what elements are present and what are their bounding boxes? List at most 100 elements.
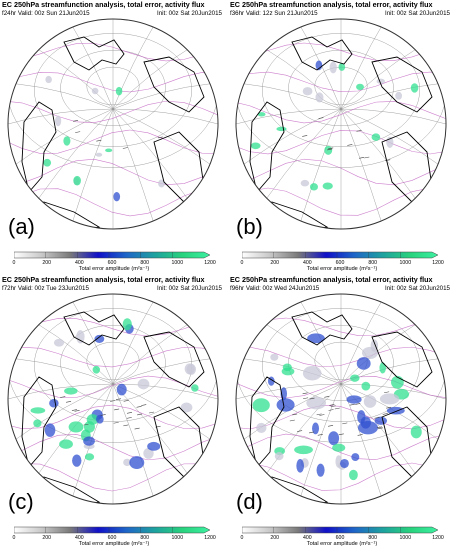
- flux-arrow: [316, 413, 322, 416]
- globe-layers: [236, 19, 446, 229]
- coastline: [291, 36, 353, 71]
- error-blob: [53, 338, 65, 347]
- flux-arrow: [71, 409, 77, 411]
- error-blob: [306, 396, 327, 410]
- error-blob: [379, 362, 386, 374]
- error-blob: [386, 406, 405, 415]
- error-blob: [63, 136, 71, 146]
- error-blob: [274, 452, 284, 461]
- error-blob: [316, 463, 325, 477]
- error-blob: [33, 419, 42, 428]
- streamfunction-contour: [8, 129, 218, 154]
- colorbar-tick: 400: [74, 535, 84, 541]
- coastline: [249, 376, 285, 468]
- error-blob: [43, 158, 52, 167]
- streamfunction-contour: [236, 405, 446, 430]
- flux-arrow: [123, 400, 129, 402]
- coastline: [63, 311, 125, 346]
- flux-arrow: [148, 411, 155, 414]
- flux-arrow: [60, 396, 66, 398]
- error-blob: [184, 363, 195, 375]
- error-blob: [95, 152, 103, 157]
- error-blob: [44, 423, 56, 437]
- globe-layers: [8, 19, 218, 229]
- coastline: [249, 101, 285, 193]
- error-blob: [309, 183, 318, 191]
- flux-arrow: [364, 156, 370, 159]
- flux-arrow: [100, 414, 106, 416]
- flux-arrow: [384, 391, 390, 394]
- flux-arrow: [317, 434, 323, 436]
- error-blob: [348, 469, 358, 481]
- coastline: [21, 376, 57, 468]
- colorbar-tick: 1200: [204, 535, 216, 541]
- error-blob: [307, 333, 325, 344]
- error-blob: [252, 398, 270, 413]
- streamfunction-contour: [236, 158, 446, 186]
- flux-arrow: [136, 406, 142, 408]
- streamfunction-contour: [236, 101, 446, 124]
- error-blob: [270, 353, 279, 361]
- longitude-line: [15, 83, 211, 165]
- globe-outline: [235, 293, 447, 505]
- colorbar-tick: 200: [270, 260, 279, 266]
- error-blob: [191, 384, 199, 392]
- error-blob: [410, 425, 422, 439]
- flux-arrow: [327, 148, 333, 151]
- colorbar-label: Total error amplitude (m²s⁻¹): [78, 541, 150, 547]
- flux-arrow: [113, 421, 119, 424]
- flux-arrow: [134, 427, 140, 430]
- error-blob: [410, 83, 419, 93]
- error-blob: [395, 91, 403, 100]
- flux-arrow: [374, 417, 380, 419]
- error-blob: [374, 416, 388, 425]
- flux-arrow: [141, 404, 147, 406]
- colorbar-gradient: [14, 526, 210, 534]
- error-blob: [68, 421, 84, 433]
- error-blob: [83, 421, 95, 433]
- error-blob: [30, 407, 46, 414]
- flux-arrow: [357, 434, 363, 436]
- error-blob: [391, 375, 404, 389]
- flux-arrow: [302, 392, 308, 395]
- colorbar-tick: 600: [107, 260, 117, 266]
- colorbar-tick: 800: [140, 535, 149, 541]
- coastline: [291, 311, 353, 346]
- error-blob: [370, 339, 379, 352]
- flux-arrow: [376, 426, 383, 429]
- error-blob: [59, 439, 73, 449]
- colorbar-tick: 1000: [399, 535, 412, 541]
- colorbar-tick: 0: [240, 260, 244, 266]
- colorbar-label: Total error amplitude (m²s⁻¹): [306, 266, 378, 272]
- panel-title: EC 250hPa streamfunction analysis, total…: [2, 0, 205, 9]
- error-blob: [122, 318, 132, 331]
- globe-map: [235, 293, 447, 505]
- error-blob: [72, 454, 82, 467]
- streamfunction-contour: [236, 376, 446, 399]
- error-blob: [94, 334, 105, 343]
- error-blob: [76, 330, 85, 344]
- valid-time: f36hr Valid: 12z Sun 21Jun2015: [230, 10, 318, 17]
- streamfunction-contour: [236, 433, 446, 460]
- colorbar-tick: 1200: [432, 535, 444, 541]
- panel-a: EC 250hPa streamfunction analysis, total…: [0, 0, 228, 275]
- error-blob: [180, 402, 193, 413]
- flux-arrow: [122, 147, 128, 149]
- error-blob: [250, 142, 261, 150]
- panel-title: EC 250hPa streamfunction analysis, total…: [230, 275, 433, 284]
- init-time: Init: 00z Sat 20Jun2015: [156, 285, 222, 292]
- flux-arrow: [297, 430, 303, 432]
- error-blob: [312, 422, 320, 435]
- flux-arrow: [65, 401, 72, 403]
- error-blob: [84, 453, 95, 461]
- panel-label: (a): [8, 214, 35, 239]
- error-blob: [329, 61, 337, 74]
- valid-time: f96hr Valid: 00z Wed 24Jun2015: [230, 285, 320, 292]
- flux-arrow: [72, 120, 79, 122]
- colorbar-ticks: 0 200 400 600 800 1000 1200: [13, 260, 216, 268]
- panel-d: EC 250hPa streamfunction analysis, total…: [228, 275, 456, 550]
- init-time: Init: 00z Sat 20Jun2015: [384, 10, 450, 17]
- error-blob: [302, 87, 313, 96]
- flux-arrow: [308, 431, 315, 434]
